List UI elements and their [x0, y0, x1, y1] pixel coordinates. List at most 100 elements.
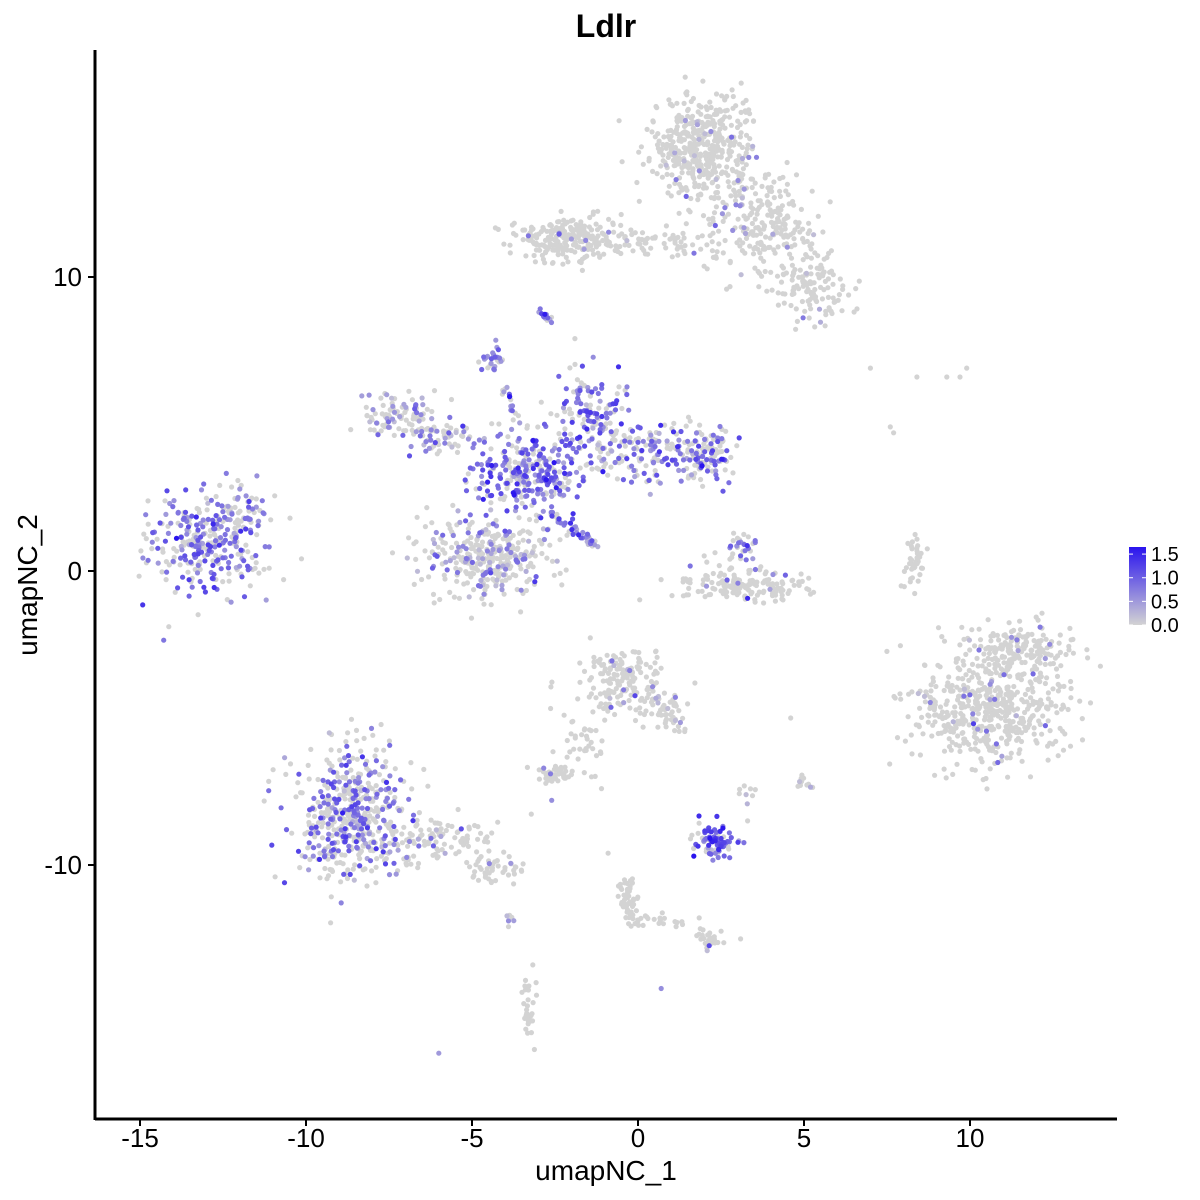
data-point	[790, 273, 796, 279]
data-point	[786, 588, 792, 594]
data-point	[515, 413, 522, 419]
data-point	[718, 117, 725, 123]
data-point	[711, 121, 718, 127]
data-point	[798, 571, 804, 577]
data-point	[729, 87, 735, 93]
x-tick-label: 0	[631, 1123, 645, 1153]
data-point	[245, 549, 251, 555]
data-point	[481, 838, 488, 845]
data-point	[562, 426, 568, 432]
data-point	[724, 164, 730, 170]
data-point	[709, 579, 715, 586]
data-point	[448, 396, 455, 403]
data-point	[228, 599, 234, 605]
data-point	[506, 854, 512, 860]
data-point	[729, 565, 735, 571]
data-point	[298, 556, 305, 562]
data-point	[689, 171, 696, 178]
data-point	[577, 465, 583, 471]
data-point	[470, 445, 476, 451]
x-axis-title: umapNC_1	[535, 1155, 677, 1186]
data-point	[185, 569, 191, 575]
data-point	[387, 789, 393, 796]
data-point	[676, 437, 682, 443]
data-point	[540, 526, 547, 532]
data-point	[262, 544, 268, 550]
data-point	[622, 443, 628, 449]
data-point	[607, 441, 613, 447]
data-point	[986, 661, 992, 668]
data-point	[1048, 652, 1054, 658]
data-point	[345, 867, 351, 873]
data-point	[713, 204, 720, 210]
data-point	[721, 141, 727, 147]
data-point	[592, 386, 599, 392]
data-point	[680, 230, 686, 236]
data-point	[660, 152, 666, 158]
data-point	[335, 848, 341, 854]
data-point	[897, 691, 903, 697]
data-point	[493, 337, 499, 343]
data-point	[425, 783, 431, 789]
data-point	[937, 664, 943, 670]
data-point	[710, 254, 717, 260]
data-point	[226, 571, 232, 577]
data-point	[753, 232, 760, 238]
data-point	[1045, 696, 1051, 702]
data-point	[914, 374, 920, 380]
data-point	[981, 717, 988, 723]
data-point	[432, 440, 438, 446]
data-point	[549, 778, 555, 784]
data-point	[687, 563, 693, 569]
data-point	[819, 296, 826, 302]
x-tick-label: -15	[121, 1123, 159, 1153]
colorbar-label: 0.0	[1151, 615, 1179, 637]
data-point	[484, 488, 491, 494]
data-point	[805, 230, 811, 236]
data-point	[976, 675, 982, 681]
color-legend: 1.51.00.50.0	[1129, 544, 1179, 637]
data-point	[743, 235, 750, 241]
data-point	[601, 456, 607, 462]
data-point	[747, 212, 753, 218]
data-point	[935, 730, 941, 737]
data-point	[510, 532, 516, 539]
data-point	[793, 326, 799, 332]
data-point	[637, 705, 643, 711]
data-point	[631, 451, 637, 457]
data-point	[800, 226, 806, 232]
data-point	[1037, 624, 1043, 630]
data-point	[564, 754, 570, 760]
data-point	[628, 678, 634, 684]
data-point	[362, 761, 369, 767]
data-point	[957, 718, 964, 724]
data-point	[631, 446, 637, 452]
data-point	[565, 259, 571, 265]
data-point	[701, 553, 707, 559]
data-point	[696, 136, 702, 142]
data-point	[655, 712, 662, 718]
data-point	[660, 921, 667, 927]
data-point	[749, 793, 756, 799]
data-point	[523, 253, 529, 259]
data-point	[1019, 659, 1025, 666]
data-point	[1042, 661, 1048, 668]
data-point	[728, 193, 734, 199]
data-point	[217, 535, 224, 541]
data-point	[764, 288, 770, 294]
data-point	[1015, 648, 1021, 654]
data-point	[520, 227, 526, 233]
data-point	[490, 576, 496, 582]
data-point	[1018, 715, 1024, 722]
data-point	[568, 431, 574, 437]
data-point	[708, 829, 714, 835]
data-point	[648, 245, 654, 251]
data-point	[633, 908, 640, 914]
data-point	[1058, 706, 1065, 712]
data-point	[367, 813, 373, 819]
data-point	[355, 780, 361, 786]
data-point	[827, 269, 833, 275]
data-point	[619, 405, 625, 412]
data-point	[439, 847, 445, 853]
data-point	[665, 134, 671, 140]
